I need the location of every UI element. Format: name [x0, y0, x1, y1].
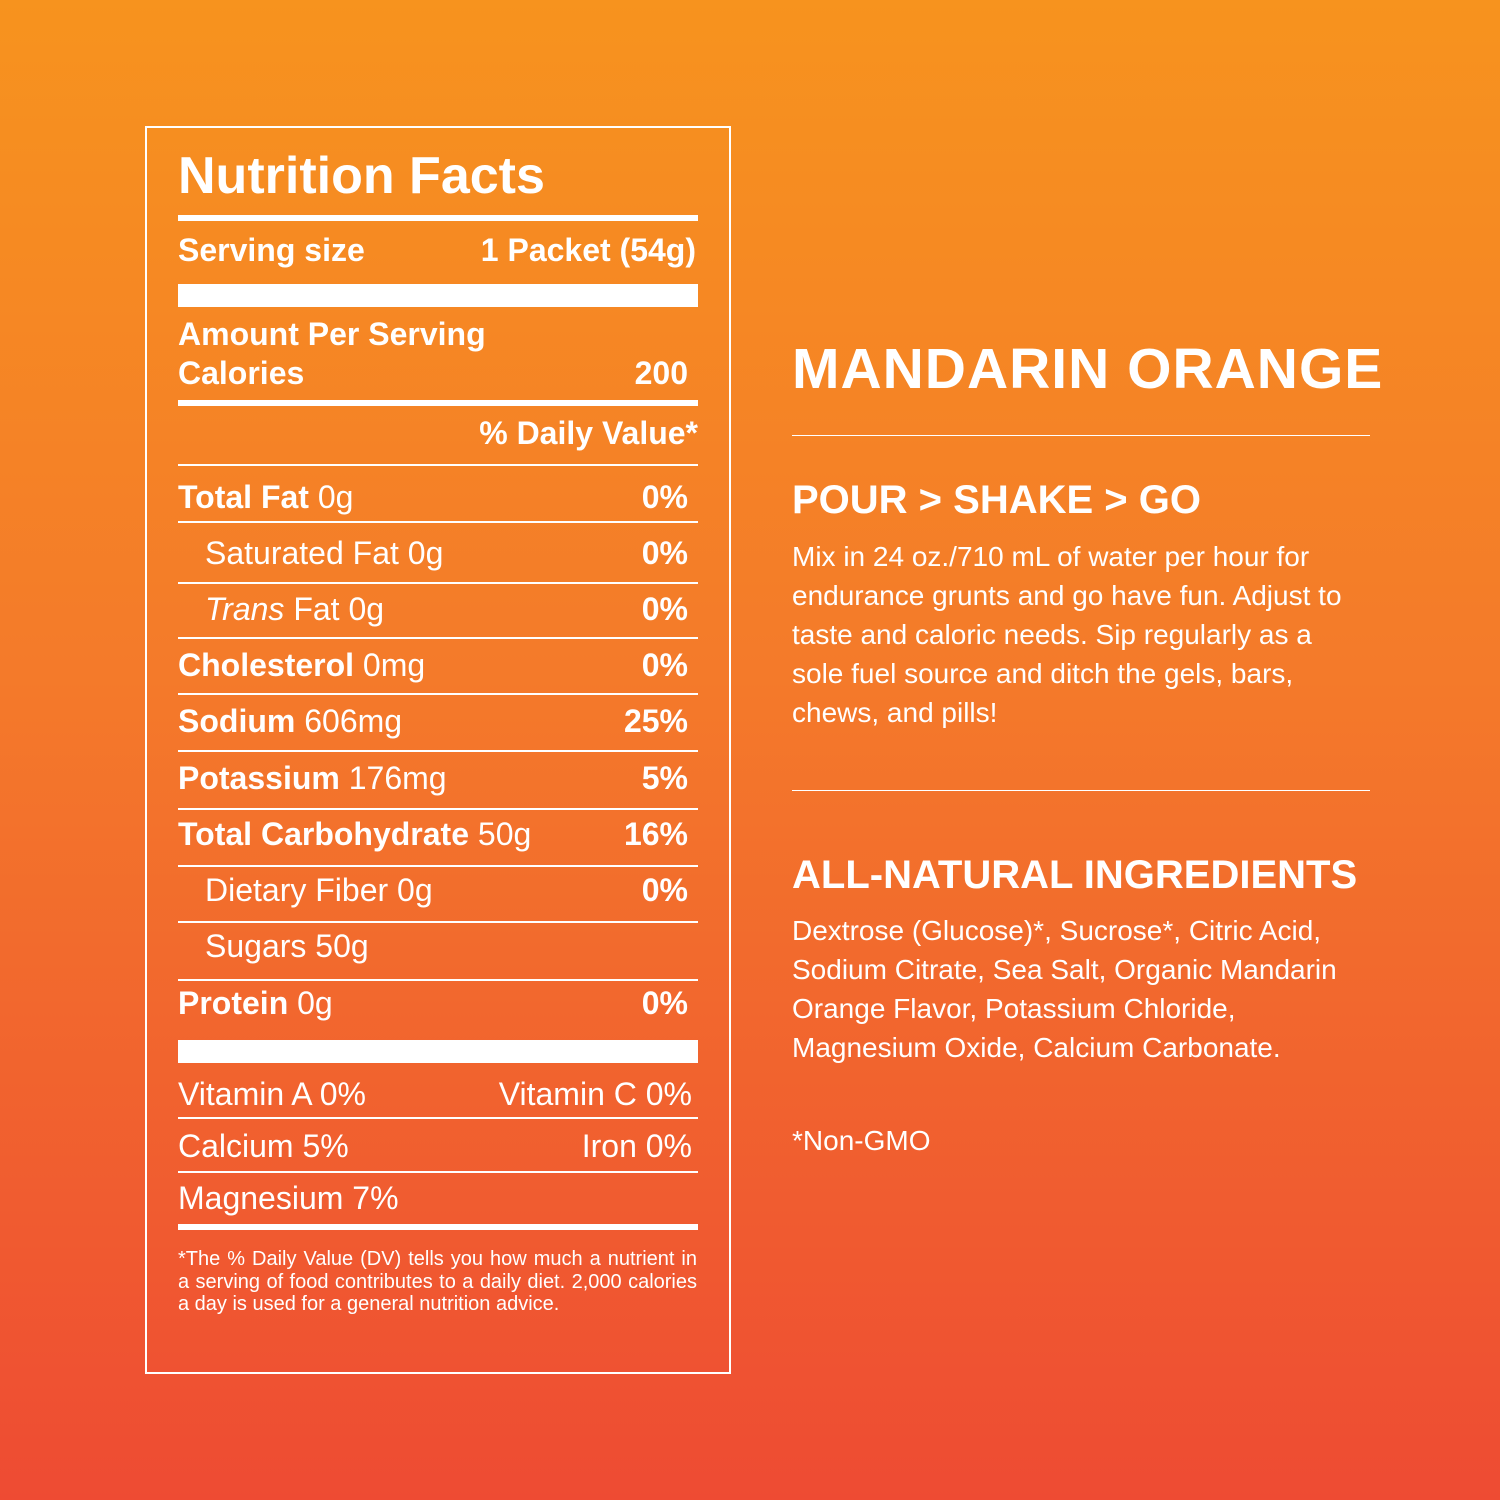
divider — [178, 582, 698, 584]
iron: Iron 0% — [581, 1127, 692, 1164]
amount-per-serving: Amount Per Serving — [178, 316, 486, 352]
serving-value: 1 Packet (54g) — [480, 231, 696, 268]
nutrient-label: Saturated Fat 0g — [205, 535, 443, 572]
nutrient-amount: 0g — [397, 871, 433, 908]
nutrient-amount: 176mg — [348, 759, 447, 796]
divider — [178, 215, 698, 221]
nutrition-facts-panel — [145, 126, 731, 1374]
nutrient-row: Sugars 50g — [178, 926, 688, 966]
divider — [178, 400, 698, 406]
nutrient-name: Sodium — [178, 702, 296, 739]
nutrient-name: Total Carbohydrate — [178, 815, 469, 852]
nutrient-amount: 0g — [297, 984, 333, 1021]
divider — [178, 1224, 698, 1230]
non-gmo-note: *Non-GMO — [792, 1125, 931, 1156]
calcium: Calcium 5% — [178, 1127, 349, 1164]
calories-value: 200 — [634, 354, 688, 391]
serving-size-row: Serving size 1 Packet (54g) — [178, 230, 696, 270]
divider — [792, 790, 1370, 791]
nutrient-label: Dietary Fiber 0g — [205, 872, 433, 909]
dv-header: % Daily Value* — [479, 415, 698, 451]
nutrient-amount: 0g — [348, 590, 385, 627]
nutrient-row: Potassium 176mg 5% — [178, 758, 688, 798]
nutrient-amount: 50g — [477, 815, 532, 852]
divider — [178, 808, 698, 810]
directions-text: Mix in 24 oz./710 mL of water per hour f… — [792, 541, 1342, 728]
nutrient-name: Total Fat — [178, 478, 309, 515]
nutrient-label: Total Fat 0g — [178, 479, 353, 516]
nutrient-row: Cholesterol 0mg 0% — [178, 645, 688, 685]
nutrient-dv: 0% — [641, 871, 688, 908]
nutrition-title: Nutrition Facts — [178, 147, 545, 205]
nutrient-name: Potassium — [178, 759, 340, 796]
vitamin-a: Vitamin A 0% — [178, 1075, 366, 1112]
nutrient-dv: 0% — [641, 534, 688, 571]
nutrient-row: Saturated Fat 0g 0% — [178, 533, 688, 573]
nutrient-amount: 0g — [407, 534, 444, 571]
nutrient-name: Protein — [178, 984, 289, 1021]
divider — [178, 637, 698, 639]
ingredients-text: Dextrose (Glucose)*, Sucrose*, Citric Ac… — [792, 915, 1337, 1063]
nutrient-row: Dietary Fiber 0g 0% — [178, 870, 688, 910]
nutrient-dv: 0% — [641, 590, 688, 627]
divider — [178, 979, 698, 981]
nutrient-name: Trans — [205, 590, 285, 627]
magnesium: Magnesium 7% — [178, 1179, 399, 1216]
nutrient-label: Sugars 50g — [205, 928, 369, 965]
divider — [178, 865, 698, 867]
thick-bar — [178, 1040, 698, 1063]
nutrient-row: Total Carbohydrate 50g 16% — [178, 814, 688, 854]
vitamin-c: Vitamin C 0% — [498, 1075, 692, 1112]
nutrient-label: Trans Fat 0g — [205, 591, 384, 628]
minerals-row: Calcium 5% Iron 0% — [178, 1126, 692, 1166]
nutrient-amount: 606mg — [304, 702, 403, 739]
nutrient-name: Sugars — [205, 927, 307, 964]
nutrient-dv: 0% — [641, 478, 688, 515]
nutrient-row: Trans Fat 0g 0% — [178, 589, 688, 629]
nutrient-row: Total Fat 0g 0% — [178, 477, 688, 517]
serving-label: Serving size — [178, 231, 365, 268]
directions-heading: POUR > SHAKE > GO — [792, 478, 1201, 522]
nutrient-label: Potassium 176mg — [178, 760, 447, 797]
nutrient-name-suffix: Fat — [293, 590, 340, 627]
ingredients-heading: ALL-NATURAL INGREDIENTS — [792, 853, 1358, 897]
footnote: *The % Daily Value (DV) tells you how mu… — [178, 1248, 697, 1315]
divider — [178, 1117, 698, 1119]
nutrient-dv: 25% — [623, 702, 688, 739]
divider — [178, 464, 698, 466]
vitamins-row: Vitamin A 0% Vitamin C 0% — [178, 1074, 692, 1114]
divider — [178, 750, 698, 752]
nutrient-label: Sodium 606mg — [178, 703, 402, 740]
divider — [178, 921, 698, 923]
nutrient-dv: 0% — [641, 984, 688, 1021]
nutrient-dv: 0% — [641, 646, 688, 683]
divider — [792, 435, 1370, 436]
nutrient-name: Dietary Fiber — [205, 871, 389, 908]
nutrient-label: Cholesterol 0mg — [178, 647, 425, 684]
nutrient-label: Total Carbohydrate 50g — [178, 816, 531, 853]
divider — [178, 693, 698, 695]
calories-label: Calories — [178, 354, 305, 391]
nutrient-name: Cholesterol — [178, 646, 355, 683]
nutrient-name: Saturated Fat — [205, 534, 399, 571]
nutrient-dv: 5% — [641, 759, 688, 796]
nutrient-row: Protein 0g 0% — [178, 983, 688, 1023]
magnesium-row: Magnesium 7% — [178, 1178, 688, 1218]
nutrient-amount: 0g — [317, 478, 354, 515]
nutrient-label: Protein 0g — [178, 985, 333, 1022]
nutrient-row: Sodium 606mg 25% — [178, 701, 688, 741]
thick-bar — [178, 284, 698, 307]
nutrient-dv: 16% — [623, 815, 688, 852]
divider — [178, 521, 698, 523]
divider — [178, 1171, 698, 1173]
calories-row: Calories 200 — [178, 353, 688, 393]
product-name: MANDARIN ORANGE — [792, 337, 1384, 401]
nutrient-amount: 50g — [315, 927, 369, 964]
nutrient-amount: 0mg — [362, 646, 426, 683]
